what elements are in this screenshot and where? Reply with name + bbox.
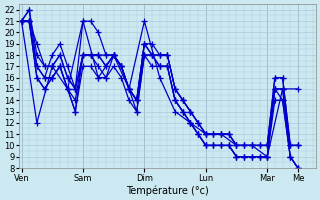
X-axis label: Température (°c): Température (°c) [126, 185, 209, 196]
